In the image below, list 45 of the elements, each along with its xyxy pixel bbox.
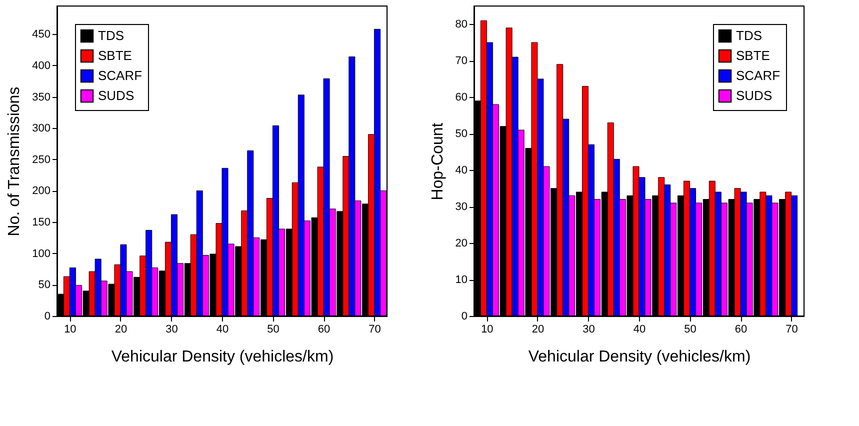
x-tick-label: 70: [368, 324, 381, 336]
y-tick-label: 40: [455, 164, 468, 177]
x-tick-label: 60: [318, 324, 330, 336]
x-axis-title: Vehicular Density (vehicles/km): [528, 348, 751, 366]
x-tick-label: 40: [633, 324, 646, 336]
legend-label: SCARF: [736, 68, 780, 83]
y-tick-label: 0: [461, 310, 468, 322]
y-tick-label: 10: [455, 274, 468, 286]
y-tick-label: 150: [32, 216, 50, 229]
legend-label: TDS: [98, 28, 124, 43]
y-tick-label: 60: [455, 92, 468, 104]
y-tick-label: 250: [32, 154, 50, 166]
y-tick-label: 450: [32, 28, 50, 41]
y-axis-title: No. of Transmissions: [6, 86, 24, 236]
legend-label: SBTE: [736, 48, 770, 63]
y-tick-label: 100: [32, 248, 50, 260]
x-tick-label: 60: [734, 324, 748, 336]
legend-label: TDS: [736, 28, 762, 43]
x-tick-label: 30: [582, 324, 595, 336]
y-tick-label: 400: [32, 60, 50, 72]
y-tick-label: 200: [32, 185, 50, 198]
y-tick-label: 50: [455, 128, 468, 140]
x-tick-label: 50: [267, 324, 280, 336]
y-tick-label: 300: [32, 122, 50, 135]
y-tick-label: 80: [455, 18, 468, 31]
y-tick-label: 350: [32, 91, 50, 104]
y-tick-label: 70: [455, 55, 468, 68]
x-tick-label: 20: [532, 324, 544, 336]
x-tick-label: 10: [64, 324, 76, 336]
x-tick-label: 50: [684, 324, 696, 336]
y-axis-title: Hop-Count: [429, 122, 446, 200]
x-tick-label: 40: [216, 324, 229, 336]
x-tick-label: 70: [786, 324, 798, 336]
x-tick-label: 10: [481, 324, 494, 336]
y-tick-label: 50: [38, 279, 50, 292]
y-tick-label: 20: [455, 238, 468, 250]
x-tick-label: 20: [114, 324, 128, 336]
y-tick-label: 0: [44, 310, 50, 322]
x-tick-label: 30: [166, 324, 178, 336]
legend-label: SBTE: [98, 48, 132, 63]
legend-label: SUDS: [98, 88, 134, 103]
legend-label: SUDS: [736, 88, 772, 103]
legend-label: SCARF: [98, 68, 142, 83]
y-tick-label: 30: [455, 201, 468, 214]
x-axis-title: Vehicular Density (vehicles/km): [111, 348, 334, 366]
